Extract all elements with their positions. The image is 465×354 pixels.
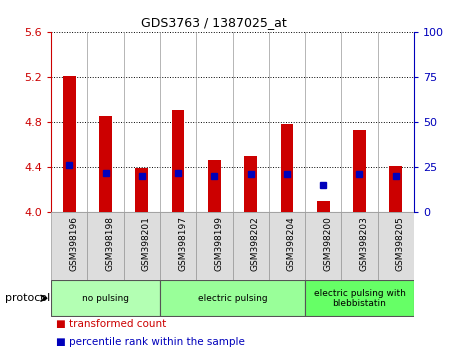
- Text: GSM398201: GSM398201: [142, 216, 151, 271]
- FancyBboxPatch shape: [160, 280, 305, 316]
- Bar: [389, 166, 402, 212]
- FancyBboxPatch shape: [305, 212, 341, 280]
- Bar: [63, 76, 76, 212]
- FancyBboxPatch shape: [232, 212, 269, 280]
- Text: GSM398204: GSM398204: [287, 216, 296, 270]
- Bar: [280, 124, 293, 212]
- Text: protocol: protocol: [5, 293, 50, 303]
- Text: GSM398205: GSM398205: [396, 216, 405, 271]
- Bar: [317, 201, 330, 212]
- Bar: [353, 130, 366, 212]
- Text: GSM398199: GSM398199: [214, 216, 223, 271]
- FancyBboxPatch shape: [51, 212, 87, 280]
- Bar: [135, 169, 148, 212]
- Text: ■ percentile rank within the sample: ■ percentile rank within the sample: [56, 337, 245, 347]
- Text: GSM398196: GSM398196: [69, 216, 78, 271]
- Text: electric pulsing: electric pulsing: [198, 294, 267, 303]
- FancyBboxPatch shape: [124, 212, 160, 280]
- FancyBboxPatch shape: [51, 280, 160, 316]
- Text: GSM398197: GSM398197: [178, 216, 187, 271]
- FancyBboxPatch shape: [341, 212, 378, 280]
- Text: GSM398200: GSM398200: [323, 216, 332, 271]
- Text: GSM398203: GSM398203: [359, 216, 368, 271]
- FancyBboxPatch shape: [269, 212, 305, 280]
- Text: GSM398202: GSM398202: [251, 216, 259, 270]
- FancyBboxPatch shape: [87, 212, 124, 280]
- FancyBboxPatch shape: [196, 212, 232, 280]
- FancyBboxPatch shape: [378, 212, 414, 280]
- Text: GSM398198: GSM398198: [106, 216, 114, 271]
- Bar: [99, 116, 112, 212]
- Text: no pulsing: no pulsing: [82, 294, 129, 303]
- FancyBboxPatch shape: [305, 280, 414, 316]
- Text: GDS3763 / 1387025_at: GDS3763 / 1387025_at: [141, 16, 287, 29]
- FancyBboxPatch shape: [160, 212, 196, 280]
- Bar: [244, 156, 257, 212]
- Text: electric pulsing with
blebbistatin: electric pulsing with blebbistatin: [313, 289, 405, 308]
- Bar: [208, 160, 221, 212]
- Text: ■ transformed count: ■ transformed count: [56, 319, 166, 329]
- Bar: [172, 110, 185, 212]
